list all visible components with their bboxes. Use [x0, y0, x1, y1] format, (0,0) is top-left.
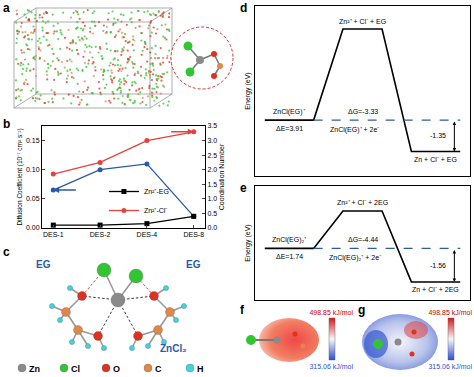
svg-text:d: d: [240, 1, 247, 15]
svg-text:3.5: 3.5: [207, 122, 217, 129]
svg-text:315.06 kJ/mol: 315.06 kJ/mol: [309, 363, 353, 370]
svg-text:Zn + Cl⁻ + EG: Zn + Cl⁻ + EG: [414, 156, 457, 163]
svg-text:0.00: 0.00: [26, 224, 40, 231]
svg-text:ZnCl(EG)₂⁺ + 2e⁻: ZnCl(EG)₂⁺ + 2e⁻: [329, 254, 382, 262]
svg-text:b: b: [3, 117, 10, 131]
svg-text:315.06 kJ/mol: 315.06 kJ/mol: [428, 363, 472, 370]
svg-text:Energy (eV): Energy (eV): [244, 224, 252, 261]
svg-text:O: O: [113, 364, 120, 374]
svg-text:0.05: 0.05: [26, 195, 40, 202]
svg-text:1.0: 1.0: [207, 195, 217, 202]
svg-text:DES-2: DES-2: [90, 231, 111, 238]
svg-text:g: g: [358, 303, 365, 317]
svg-text:2.0: 2.0: [207, 166, 217, 173]
svg-text:H: H: [197, 364, 204, 374]
svg-text:-1.56: -1.56: [430, 262, 446, 269]
svg-text:Cl: Cl: [71, 364, 80, 374]
svg-text:498.85 kJ/mol: 498.85 kJ/mol: [428, 309, 472, 316]
svg-text:EG: EG: [36, 259, 51, 270]
svg-text:C: C: [155, 364, 162, 374]
svg-text:Zn²⁺-EG: Zn²⁺-EG: [144, 188, 169, 195]
svg-text:1.5: 1.5: [207, 181, 217, 188]
svg-text:Zn + Cl⁻ + 2EG: Zn + Cl⁻ + 2EG: [412, 286, 459, 293]
svg-text:-1.35: -1.35: [430, 132, 446, 139]
svg-text:0.0: 0.0: [207, 224, 217, 231]
svg-text:ZnCl(EG)⁺ + 2e⁻: ZnCl(EG)⁺ + 2e⁻: [330, 126, 380, 134]
svg-text:3.0: 3.0: [207, 137, 217, 144]
svg-text:0.10: 0.10: [26, 166, 40, 173]
svg-text:Energy (eV): Energy (eV): [244, 72, 252, 109]
svg-text:Coordination Number: Coordination Number: [218, 143, 225, 210]
svg-text:Diffusion Coefficient (10⁻⁷ cm: Diffusion Coefficient (10⁻⁷ cm² s⁻¹): [16, 128, 24, 225]
svg-text:e: e: [240, 181, 247, 195]
svg-text:ZnCl(EG)⁺: ZnCl(EG)⁺: [273, 108, 306, 116]
svg-text:498.85 kJ/mol: 498.85 kJ/mol: [309, 309, 353, 316]
svg-text:0.15: 0.15: [26, 137, 40, 144]
svg-text:DES-4: DES-4: [137, 231, 158, 238]
svg-text:0.5: 0.5: [207, 210, 217, 217]
svg-text:ΔE=1.74: ΔE=1.74: [276, 253, 303, 260]
svg-text:ZnCl₂: ZnCl₂: [160, 343, 187, 354]
svg-text:Zn²⁺-Cl⁻: Zn²⁺-Cl⁻: [144, 207, 168, 214]
svg-text:ΔE=3.91: ΔE=3.91: [276, 125, 303, 132]
svg-text:2.5: 2.5: [207, 152, 217, 159]
svg-text:a: a: [3, 1, 10, 15]
svg-text:DES-8: DES-8: [183, 231, 204, 238]
svg-text:c: c: [3, 245, 10, 259]
svg-text:ZnCl(EG)₂⁺: ZnCl(EG)₂⁺: [272, 236, 307, 244]
svg-text:DES-1: DES-1: [43, 231, 64, 238]
svg-text:f: f: [240, 303, 245, 317]
svg-text:ΔG=-3.33: ΔG=-3.33: [348, 108, 378, 115]
svg-text:ΔG=-4.44: ΔG=-4.44: [348, 236, 378, 243]
svg-text:Zn: Zn: [29, 364, 40, 374]
svg-text:Zn²⁺ + Cl⁻ + 2EG: Zn²⁺ + Cl⁻ + 2EG: [337, 199, 388, 206]
svg-text:Zn²⁺ + Cl⁻ + EG: Zn²⁺ + Cl⁻ + EG: [339, 18, 386, 25]
svg-text:EG: EG: [186, 259, 201, 270]
